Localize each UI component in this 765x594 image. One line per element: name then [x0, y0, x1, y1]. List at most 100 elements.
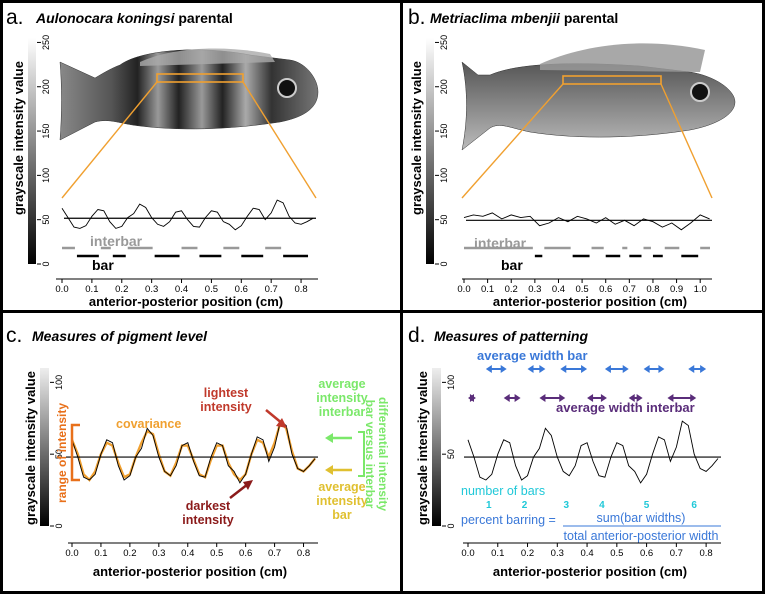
panel-d: d. Measures of patterning 0 50 100 graysca… [408, 324, 721, 579]
intensity-trace [61, 199, 314, 231]
smoothed-trace [70, 420, 317, 482]
interbar-width-arrow-head-left [539, 394, 546, 402]
bar-number: 4 [599, 500, 605, 511]
sample-box-b [562, 75, 662, 85]
panel-c: c. Measures of pigment level 0 50 100 gray… [6, 324, 390, 579]
x-tick-label: 0.3 [152, 548, 165, 559]
y-ticks-c: 0 50 100 [50, 375, 64, 529]
arrow-avg-interbar-head [325, 433, 333, 443]
x-tick-label: 0.6 [235, 284, 248, 295]
label-number-of-bars: number of bars [461, 484, 545, 498]
arrow-lightest-head [276, 418, 287, 428]
y-ticks-d: 0 50 100 [442, 375, 456, 529]
y-tick-label: 0 [439, 261, 449, 266]
x-tick-label: 0.6 [599, 284, 612, 295]
x-axis-label-a: anterior-posterior position (cm) [89, 294, 283, 309]
x-tick-label: 0.1 [94, 548, 107, 559]
fish-a-eye [277, 78, 297, 98]
panel-c-title: Measures of pigment level [32, 328, 208, 344]
grayscale-bar-d [432, 368, 441, 526]
x-tick-label: 0.8 [294, 284, 307, 295]
y-tick-label: 150 [41, 124, 51, 139]
bar-width-arrow-head-left [527, 365, 534, 373]
interbar-width-arrow-head-left [667, 394, 674, 402]
x-tick-label: 0.0 [461, 548, 474, 559]
panel-b-letter: b. [408, 6, 426, 29]
bar-width-arrow-head-left [643, 365, 650, 373]
x-ticks-d: 0.0 0.1 0.2 0.3 0.4 0.5 0.6 0.7 0.8 [461, 543, 713, 559]
x-tick-label: 0.2 [505, 284, 518, 295]
interbar-width-arrow-head-right [559, 394, 566, 402]
arrow-darkest-head [243, 480, 253, 490]
y-tick-label: 100 [446, 375, 456, 390]
bar-width-arrow-head-left [485, 365, 492, 373]
bar-width-arrow-head-right [539, 365, 546, 373]
x-tick-label: 0.2 [123, 548, 136, 559]
x-tick-label: 0.1 [491, 548, 504, 559]
panel-a-frame [0, 0, 403, 313]
bar-number: 3 [563, 500, 569, 511]
interbar-width-arrow-head-right [636, 394, 643, 402]
x-tick-label: 0.1 [481, 284, 494, 295]
plot-d: 1 2 3 4 5 6 [464, 365, 721, 511]
y-tick-label: 0 [446, 523, 456, 528]
zoom-line-right-b [660, 83, 713, 199]
x-tick-label: 0.4 [580, 548, 593, 559]
label-percent-barring: percent barring = [461, 513, 556, 527]
label-darkest: darkest intensity [182, 499, 233, 527]
y-axis-label-d: grayscale intensity value [415, 371, 430, 525]
x-axis-label-c: anterior-posterior position (cm) [93, 564, 287, 579]
y-ticks-b: 0 50 100 150 200 250 [435, 35, 449, 267]
x-tick-label: 0.5 [610, 548, 623, 559]
x-tick-label: 0.5 [210, 548, 223, 559]
grayscale-bar-c [40, 368, 49, 526]
arrow-avg-bar-head [325, 465, 333, 475]
grayscale-bar-a [28, 38, 36, 264]
label-average-width-interbar: average width interbar [556, 400, 695, 415]
x-tick-label: 0.5 [575, 284, 588, 295]
y-tick-label: 50 [439, 215, 449, 225]
x-tick-label: 0.2 [521, 548, 534, 559]
interbar-width-arrow-head-left [628, 394, 635, 402]
label-bar-b: bar [501, 257, 523, 273]
interbar-width-arrow-head-right [690, 394, 697, 402]
interbar-width-arrow-head-left [503, 394, 510, 402]
label-interbar-b: interbar [474, 235, 527, 251]
panel-a: a. Aulonocara koningsi parental 0 50 100 15… [6, 6, 319, 309]
interbar-width-arrow-head-right [514, 394, 521, 402]
bar-width-arrow-head-right [581, 365, 588, 373]
y-tick-label: 200 [41, 79, 51, 94]
y-tick-label: 50 [41, 215, 51, 225]
label-average-intensity-bar: average intensity bar [316, 480, 367, 522]
bar-number: 5 [644, 500, 650, 511]
panel-d-title: Measures of patterning [434, 328, 588, 344]
fish-image-b [461, 43, 736, 151]
panel-b: b. Metriaclima mbenjii parental 0 50 100 15… [408, 6, 736, 309]
x-tick-label: 0.4 [175, 284, 188, 295]
x-tick-label: 0.4 [552, 284, 565, 295]
intensity-trace [467, 420, 719, 484]
x-tick-label: 0.8 [297, 548, 310, 559]
x-ticks-b: 0.0 0.1 0.2 0.3 0.4 0.5 0.6 0.7 0.8 0.9 1.0 [457, 279, 707, 295]
x-tick-label: 0.9 [670, 284, 683, 295]
y-tick-label: 100 [54, 375, 64, 390]
zoom-line-left-a [61, 81, 158, 199]
fish-image-a [59, 48, 319, 141]
bar-number: 2 [522, 500, 528, 511]
arrow-darkest [229, 483, 249, 499]
panel-d-letter: d. [408, 324, 426, 347]
label-bar-a: bar [92, 257, 114, 273]
x-tick-label: 0.0 [457, 284, 470, 295]
y-tick-label: 50 [54, 449, 64, 459]
grayscale-bar-b [426, 38, 434, 264]
x-tick-label: 0.7 [268, 548, 281, 559]
x-tick-label: 0.1 [85, 284, 98, 295]
x-ticks-a: 0.0 0.1 0.2 0.3 0.4 0.5 0.6 0.7 0.8 [55, 279, 308, 295]
bar-width-arrow-head-left [688, 365, 695, 373]
y-tick-label: 250 [439, 35, 449, 50]
fish-a-dorsal-fin [140, 48, 275, 66]
bar-width-arrow-head-right [658, 365, 665, 373]
bar-number: 1 [486, 500, 492, 511]
bar-width-arrow-head-right [700, 365, 707, 373]
